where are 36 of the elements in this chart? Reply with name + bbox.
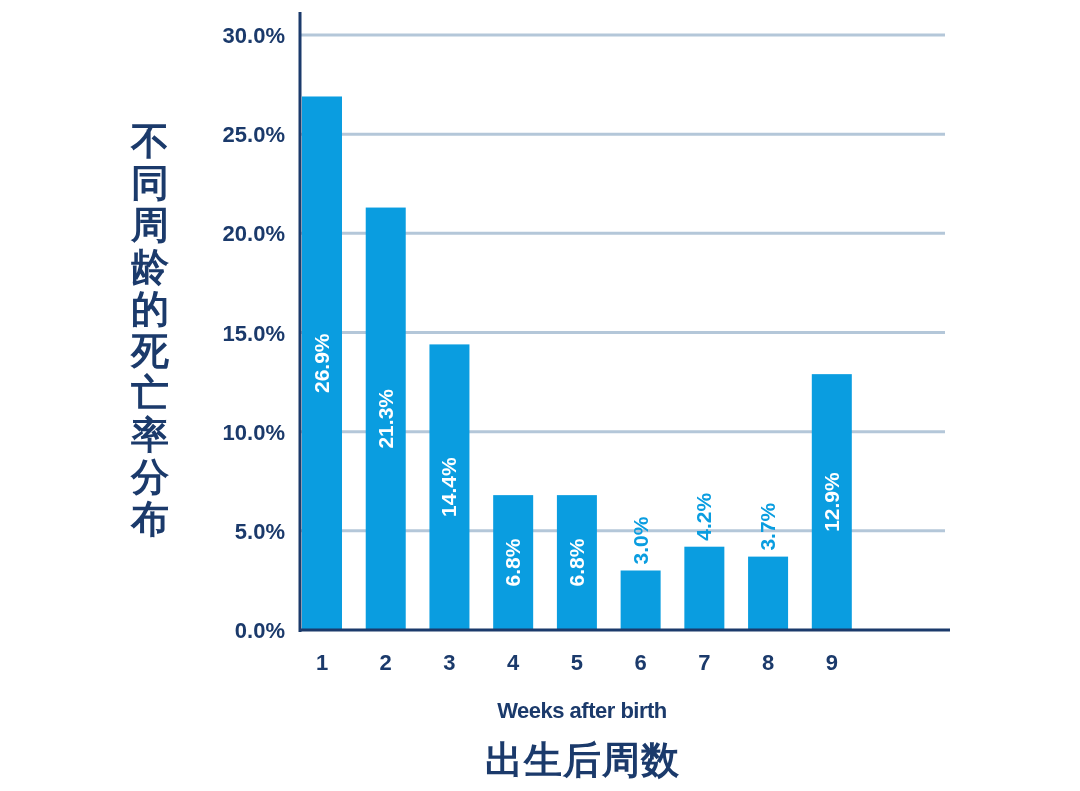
x-axis-title: Weeks after birth 出生后周数 bbox=[484, 698, 680, 781]
y-tick-label: 15.0% bbox=[222, 320, 285, 346]
data-label: 3.0% bbox=[628, 516, 652, 565]
x-tick-label: 6 bbox=[634, 650, 647, 675]
x-tick-label: 5 bbox=[570, 650, 584, 675]
bar bbox=[556, 495, 597, 630]
x-tick-label: 3 bbox=[443, 650, 456, 675]
y-tick-label: 30.0% bbox=[222, 23, 285, 48]
y-tick-label: 0.0% bbox=[234, 618, 285, 643]
data-label: 21.3% bbox=[373, 388, 397, 449]
bar bbox=[365, 207, 406, 630]
data-label: 26.9% bbox=[310, 333, 333, 394]
data-label: 3.7% bbox=[756, 502, 780, 551]
y-tick-label: 20.0% bbox=[222, 221, 285, 247]
y-tick-label: 10.0% bbox=[222, 419, 285, 445]
x-tick-label: 7 bbox=[698, 650, 711, 675]
data-label: 4.2% bbox=[692, 492, 716, 541]
data-label: 14.4% bbox=[437, 457, 461, 517]
bar bbox=[620, 570, 661, 630]
y-tick-label: 5.0% bbox=[234, 518, 285, 544]
x-tick-label: 4 bbox=[507, 650, 521, 675]
bar bbox=[684, 546, 725, 630]
x-tick-label: 8 bbox=[761, 650, 775, 675]
bar bbox=[429, 344, 470, 630]
text: 不同周龄的死亡率分布 bbox=[131, 120, 169, 540]
bar bbox=[748, 556, 789, 630]
x-tick-label: 9 bbox=[825, 650, 838, 675]
x-tick-label: 2 bbox=[379, 650, 392, 675]
bar bbox=[302, 96, 342, 630]
y-tick-label: 25.0% bbox=[222, 122, 285, 148]
data-label: 6.8% bbox=[501, 538, 525, 587]
data-label: 6.8% bbox=[564, 538, 588, 587]
data-label: 12.9% bbox=[819, 471, 843, 532]
x-tick-label: 1 bbox=[315, 650, 329, 675]
bar bbox=[493, 495, 534, 630]
bar bbox=[811, 374, 852, 630]
